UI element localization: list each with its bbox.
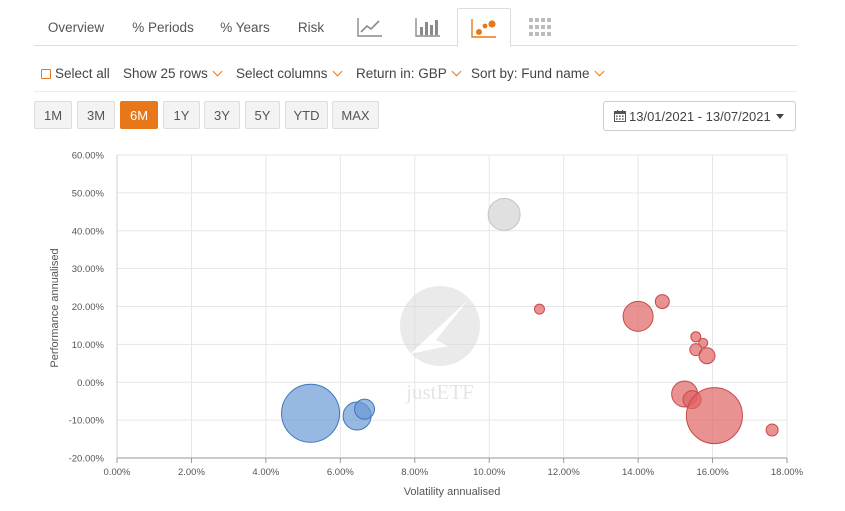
checkbox-box[interactable] [41,68,51,79]
line-chart-icon [357,17,383,37]
tab-heatmap[interactable] [516,8,564,46]
justetf-watermark: justETF [400,286,480,404]
chevron-down-icon [594,66,605,76]
x-tick-label: 4.00% [252,467,279,478]
red-bubble-point[interactable] [765,423,779,437]
red-bubble-point[interactable] [654,294,670,310]
tab-bubble-chart[interactable] [457,8,511,47]
x-tick-label: 0.00% [104,467,131,478]
y-tick-label: -20.00% [69,454,105,465]
sort-by-dropdown[interactable]: Sort by: Fund name [471,66,605,81]
bar-chart-icon [415,17,441,37]
chevron-down-icon [451,66,462,76]
x-tick-label: 18.00% [771,467,804,478]
x-tick-label: 12.00% [548,467,581,478]
date-range-picker[interactable]: 13/01/2021 - 13/07/2021 [603,101,796,131]
x-tick-label: 2.00% [178,467,205,478]
sort-by-label: Sort by: Fund name [471,66,590,81]
tab-bar: Overview % Periods % Years Risk [34,8,797,47]
return-currency-label: Return in: GBP [356,66,447,81]
x-tick-label: 8.00% [401,467,428,478]
caret-down-icon [775,113,784,119]
y-tick-label: -10.00% [69,416,105,427]
tab-line-chart[interactable] [346,8,394,46]
x-tick-label: 14.00% [622,467,655,478]
show-rows-label: Show 25 rows [123,66,208,81]
period-button-5y[interactable]: 5Y [245,101,280,129]
chart-axes: 0.00% 2.00% 4.00% 6.00% 8.00% 10.00% 12.00% 14.… [69,151,804,479]
show-rows-dropdown[interactable]: Show 25 rows [123,66,223,81]
select-all-label: Select all [55,66,110,81]
period-button-max[interactable]: MAX [332,101,379,129]
grey-bubble-point[interactable] [487,197,521,231]
period-button-ytd[interactable]: YTD [285,101,328,129]
blue-bubble-point[interactable] [354,398,376,420]
red-bubble-point[interactable] [698,337,709,348]
calendar-icon [614,110,626,122]
heatmap-grid-icon [528,17,552,37]
tab-bar-chart[interactable] [404,8,452,46]
period-button-1y[interactable]: 1Y [163,101,200,129]
bubble-chart-icon [471,18,497,38]
x-tick-label: 16.00% [696,467,729,478]
date-range-text: 13/01/2021 - 13/07/2021 [629,108,771,124]
red-bubble-point[interactable] [698,347,716,365]
blue-bubble-point[interactable] [281,383,341,443]
x-tick-label: 10.00% [473,467,506,478]
period-button-3y[interactable]: 3Y [204,101,240,129]
select-all-checkbox[interactable]: Select all [41,66,110,81]
return-currency-dropdown[interactable]: Return in: GBP [356,66,462,81]
tab-years[interactable]: % Years [220,19,270,35]
select-columns-label: Select columns [236,66,328,81]
y-tick-label: 30.00% [72,264,105,275]
x-tick-label: 6.00% [327,467,354,478]
y-tick-label: 20.00% [72,302,105,313]
watermark-text: justETF [405,380,474,404]
y-tick-label: 50.00% [72,188,105,199]
bubble-chart: justETF 0.00% 2.00% 4.00% 6.00% 8.00% 10.00% 1… [49,151,804,499]
red-bubble-point[interactable] [622,300,654,332]
tab-overview[interactable]: Overview [47,19,105,35]
red-bubble-point[interactable] [533,303,545,315]
chevron-down-icon [332,66,342,76]
tab-risk[interactable]: Risk [297,19,325,35]
y-axis-title: Performance annualised [49,248,61,367]
y-tick-label: 60.00% [72,151,105,162]
y-tick-label: 40.00% [72,226,105,237]
red-bubble-point[interactable] [690,331,702,343]
y-tick-label: 0.00% [77,378,104,389]
period-button-6m[interactable]: 6M [120,101,158,129]
x-axis-title: Volatility annualised [404,486,501,498]
select-columns-dropdown[interactable]: Select columns [236,66,342,81]
y-tick-label: 10.00% [72,340,105,351]
period-button-1m[interactable]: 1M [34,101,72,129]
chevron-down-icon [212,66,223,76]
toolbar: Select all Show 25 rows Select columns R… [34,56,797,92]
tab-periods[interactable]: % Periods [132,19,194,35]
bubbles-layer [281,197,779,445]
red-bubble-point[interactable] [685,387,743,445]
period-button-3m[interactable]: 3M [77,101,115,129]
